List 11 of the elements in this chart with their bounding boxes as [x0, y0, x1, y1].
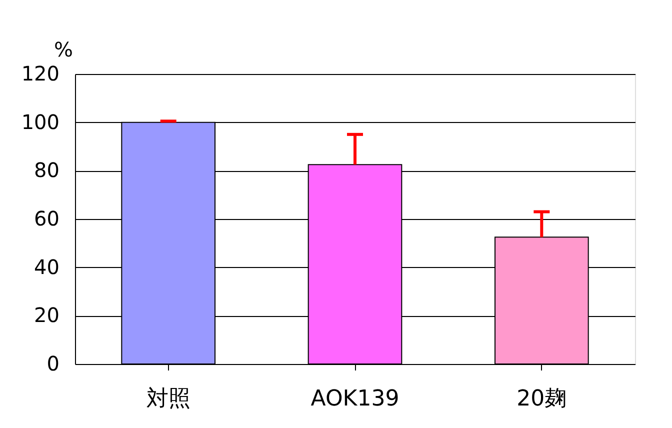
y-tick-label: 60: [34, 206, 60, 230]
y-tick-label: 20: [34, 303, 60, 328]
x-tick-label: 20麹: [516, 386, 567, 412]
y-tick-label: 80: [34, 158, 60, 182]
y-tick-label: 40: [34, 254, 60, 279]
y-tick-label: 0: [46, 352, 60, 376]
y-axis-title: %: [54, 38, 74, 62]
x-tick-label: 対照: [146, 386, 190, 412]
y-tick-label: 100: [21, 110, 60, 134]
x-tick-label: AOK139: [310, 386, 400, 412]
y-tick-label: 120: [21, 62, 60, 86]
